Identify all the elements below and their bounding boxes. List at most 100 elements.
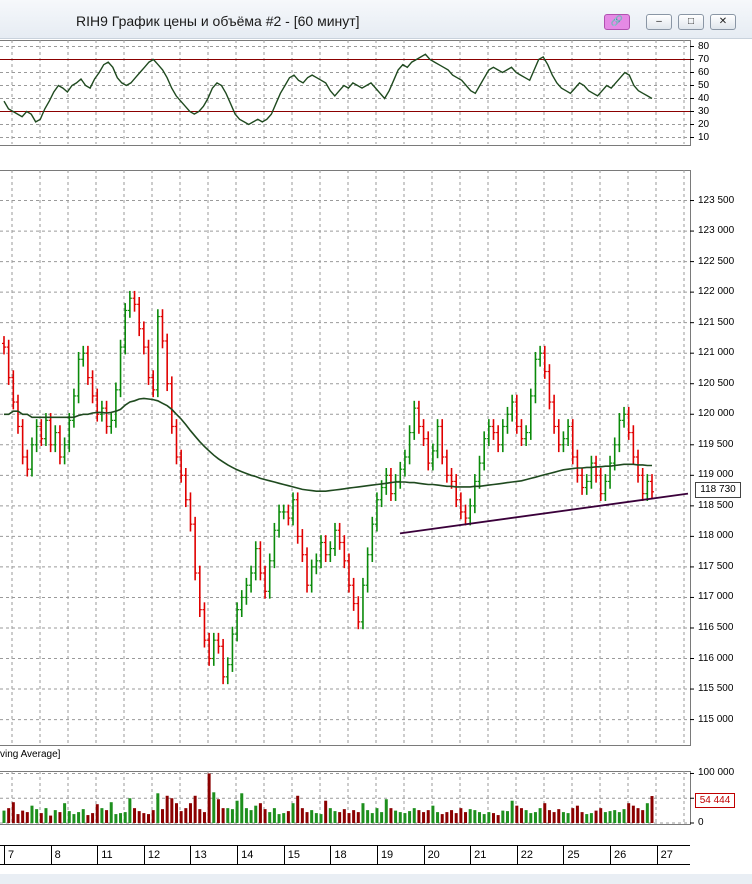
x-tick-label: 26 (614, 849, 627, 861)
volume-bar (226, 808, 230, 823)
volume-bar (389, 808, 393, 823)
volume-bar (575, 805, 579, 823)
x-tick-label: 7 (8, 849, 15, 861)
volume-bar (319, 814, 323, 823)
volume-bar (589, 813, 593, 823)
volume-bar (412, 808, 416, 823)
last-price-label: 118 730 (695, 482, 741, 498)
x-tick-mark (50, 846, 52, 864)
y-tick-label: 20 (698, 118, 710, 130)
volume-bar (212, 792, 216, 823)
y-tick-label: 50 (698, 79, 710, 91)
volume-bar (380, 812, 384, 823)
volume-bar (123, 812, 127, 823)
y-tick-label: 118 000 (698, 530, 734, 542)
close-icon[interactable]: ✕ (710, 14, 736, 30)
y-tick-label: 122 000 (698, 286, 735, 298)
y-tick-label: 119 000 (698, 469, 734, 481)
x-tick-label: 21 (474, 849, 487, 861)
volume-bar (370, 813, 374, 823)
volume-bar (100, 808, 104, 823)
volume-bar (403, 813, 407, 823)
y-tick-label: 122 500 (698, 255, 735, 267)
volume-bar (328, 808, 332, 823)
volume-bar (109, 802, 113, 823)
y-tick-label: 121 500 (698, 316, 735, 328)
volume-bar (137, 811, 141, 823)
volume-bar (72, 814, 76, 823)
volume-bar (156, 793, 160, 823)
x-tick-mark (610, 846, 612, 864)
volume-bar (244, 808, 248, 823)
y-tick-label: 120 500 (698, 377, 735, 389)
volume-bar (291, 803, 295, 823)
indicator-caption: ving Average] (0, 749, 61, 760)
volume-bar (193, 795, 197, 823)
volume-bar (627, 803, 631, 823)
volume-bar (533, 812, 537, 823)
rsi-panel[interactable] (0, 40, 691, 146)
volume-bar (496, 815, 500, 823)
x-tick-mark (516, 846, 518, 864)
volume-bar (16, 814, 20, 823)
volume-bar (277, 814, 281, 823)
volume-bar (501, 810, 505, 823)
volume-bar (473, 810, 477, 823)
volume-bar (25, 812, 29, 823)
volume-bar (468, 809, 472, 823)
volume-bar (352, 810, 356, 823)
y-tick-label: 121 000 (698, 347, 735, 359)
last-volume-label: 54 444 (695, 793, 735, 808)
volume-bar (431, 805, 435, 823)
x-tick-mark (143, 846, 145, 864)
volume-bar (333, 811, 337, 823)
volume-bar (268, 812, 272, 823)
volume-bar (272, 808, 276, 823)
volume-bar (347, 813, 351, 823)
volume-bar (608, 811, 612, 823)
volume-bar (216, 799, 220, 823)
volume-bar (11, 802, 15, 823)
volume-bar (482, 814, 486, 823)
y-tick-label: 115 500 (698, 683, 734, 695)
volume-bar (286, 811, 290, 823)
volume-bar (622, 809, 626, 823)
volume-bar (282, 813, 286, 823)
y-tick-label: 40 (698, 92, 710, 104)
restore-icon[interactable]: □ (678, 14, 704, 30)
volume-bar (170, 798, 174, 823)
volume-bar (324, 800, 328, 823)
volume-bar (356, 812, 360, 823)
x-tick-label: 20 (427, 849, 440, 861)
window-titlebar: RIH9 График цены и объёма #2 - [60 минут… (0, 0, 752, 39)
volume-bar (58, 812, 62, 823)
y-tick-label: 116 500 (698, 621, 734, 633)
status-bar (0, 874, 752, 884)
volume-bar (296, 795, 300, 823)
minimize-icon[interactable]: – (646, 14, 672, 30)
volume-bar (133, 808, 137, 823)
x-tick-label: 22 (520, 849, 534, 861)
volume-bar (478, 812, 482, 823)
volume-bar (398, 812, 402, 823)
volume-bar (422, 812, 426, 823)
volume-bar (650, 796, 654, 823)
link-icon[interactable]: 🔗 (604, 14, 630, 30)
volume-bar (221, 808, 225, 823)
y-tick-label: 115 000 (698, 713, 734, 725)
volume-bar (7, 808, 11, 823)
y-tick-label: 117 500 (698, 560, 734, 572)
price-panel[interactable] (0, 170, 691, 746)
rsi-y-axis: 80 70 60 50 40 30 20 10 (690, 40, 752, 144)
volume-bar (594, 810, 598, 823)
volume-bar (240, 793, 244, 823)
volume-bar (263, 809, 267, 823)
x-tick-mark (283, 846, 285, 864)
volume-bar (202, 812, 206, 823)
x-tick-label: 8 (54, 849, 61, 861)
x-tick-mark (563, 846, 565, 864)
window-title: RIH9 График цены и объёма #2 - [60 минут… (76, 13, 360, 29)
volume-bar (599, 808, 603, 823)
volume-bar (585, 814, 589, 823)
volume-bar (342, 809, 346, 823)
